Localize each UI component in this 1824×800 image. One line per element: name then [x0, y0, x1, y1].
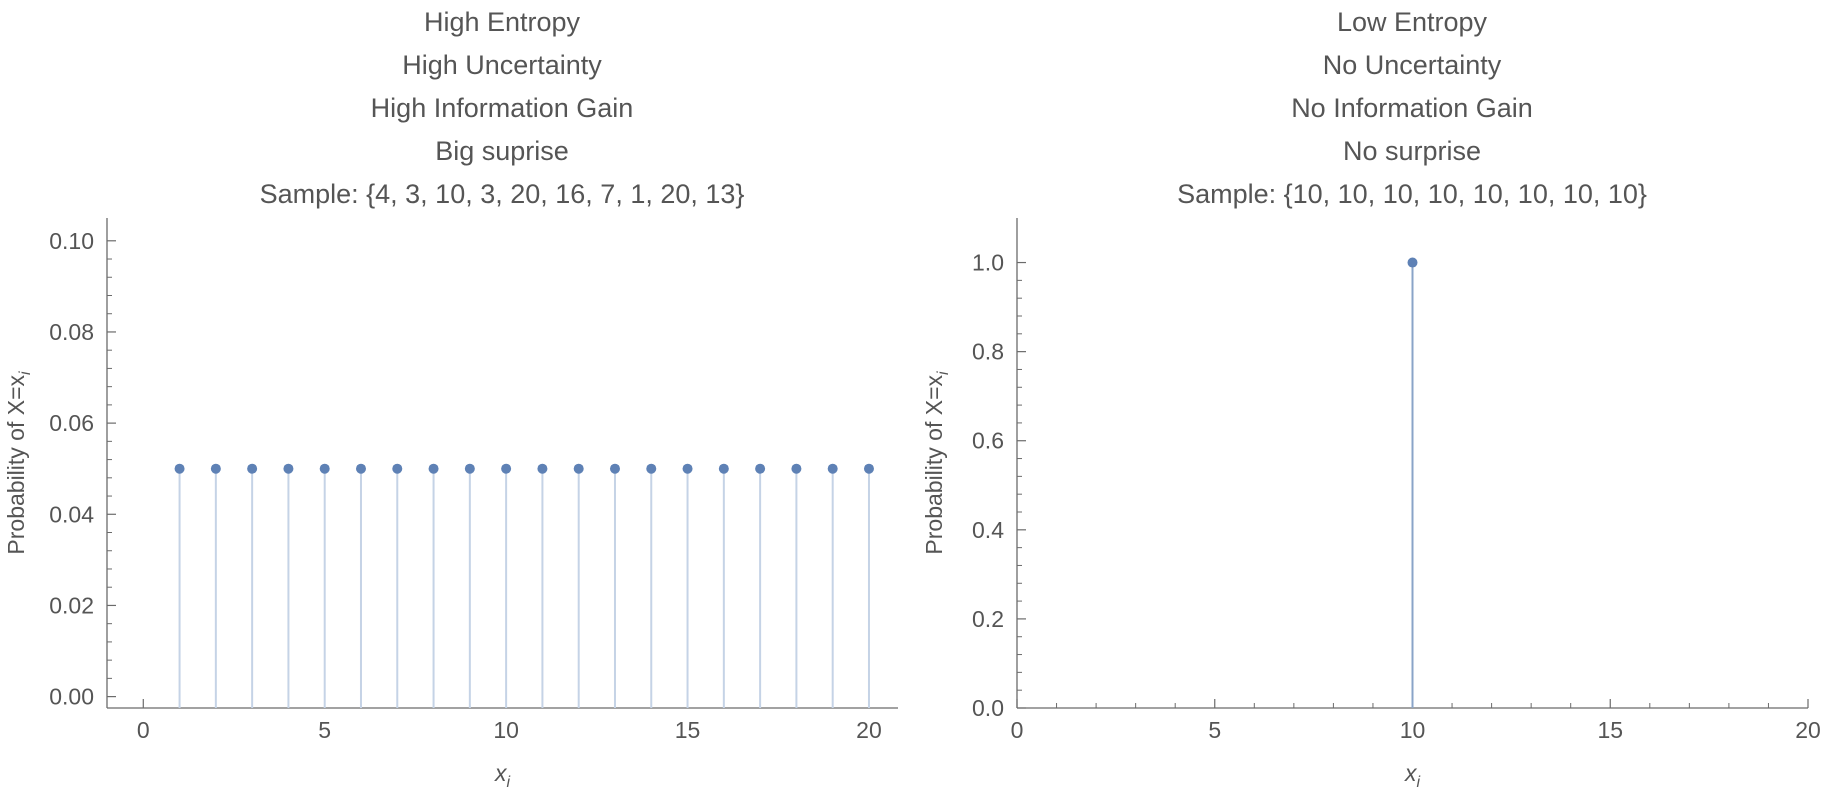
plot-area: 0 5 10 15 20 0.00 0.02 0.04 0.06 0.08 0.10 xi Probab… [3, 218, 898, 791]
y-tick-label: 0.8 [972, 339, 1004, 365]
chart-low-entropy: Low Entropy No Uncertainty No Informatio… [912, 0, 1824, 800]
x-tick-label: 20 [1795, 717, 1821, 743]
x-axis-label: xi [494, 760, 511, 791]
x-axis-label: xi [1404, 760, 1421, 791]
data-point [174, 463, 185, 474]
y-axis-label: Probability of X=xi [921, 371, 952, 555]
y-tick-label: 1.0 [972, 250, 1004, 276]
x-tick-label: 5 [318, 717, 331, 743]
x-tick-label: 10 [493, 717, 519, 743]
chart-title-line: Low Entropy [1336, 7, 1488, 37]
data-point [1407, 257, 1418, 268]
x-tick-label: 15 [1597, 717, 1623, 743]
data-point [791, 463, 802, 474]
data-point [428, 463, 439, 474]
chart-title-line: No surprise [1342, 136, 1482, 166]
chart-high-entropy: High Entropy High Uncertainty High Infor… [3, 7, 898, 791]
chart-title-line: Sample: {10, 10, 10, 10, 10, 10, 10, 10} [1177, 179, 1647, 209]
data-point [827, 463, 838, 474]
y-tick-label: 0.10 [49, 228, 94, 254]
y-tick-label: 0.06 [49, 410, 94, 436]
y-axis-label: Probability of X=xi [3, 371, 34, 555]
data-point [646, 463, 657, 474]
data-point [863, 463, 874, 474]
data-point [718, 463, 729, 474]
chart-title-line: Big suprise [435, 136, 569, 166]
chart-title-line: High Uncertainty [402, 50, 602, 80]
data-point [501, 463, 512, 474]
chart-title-line: No Uncertainty [1322, 50, 1502, 80]
y-tick-label: 0.2 [972, 606, 1004, 632]
x-tick-label: 20 [856, 717, 882, 743]
data-point [319, 463, 330, 474]
y-tick-label: 0.04 [49, 501, 94, 527]
data-point [355, 463, 366, 474]
x-tick-label: 0 [1011, 717, 1024, 743]
chart-title-line: Sample: {4, 3, 10, 3, 20, 16, 7, 1, 20, … [259, 179, 745, 209]
data-point [247, 463, 258, 474]
y-tick-label: 0.4 [972, 517, 1004, 543]
x-tick-label: 5 [1208, 717, 1221, 743]
x-tick-label: 10 [1400, 717, 1426, 743]
y-tick-label: 0.6 [972, 428, 1004, 454]
chart-title-line: High Information Gain [370, 93, 634, 123]
data-point [464, 463, 475, 474]
y-tick-label: 0.08 [49, 319, 94, 345]
data-point [537, 463, 548, 474]
data-point [210, 463, 221, 474]
y-tick-label: 0.00 [49, 684, 94, 710]
plot-area: 0 5 10 15 20 0.0 0.2 0.4 0.6 0.8 1.0 xi Probability … [921, 218, 1821, 791]
data-point [283, 463, 294, 474]
chart-title-line: High Entropy [423, 7, 581, 37]
x-tick-label: 15 [675, 717, 701, 743]
y-tick-label: 0.0 [972, 695, 1004, 721]
data-point [755, 463, 766, 474]
chart-title-line: No Information Gain [1291, 93, 1533, 123]
data-point [609, 463, 620, 474]
x-tick-label: 0 [137, 717, 150, 743]
data-point [392, 463, 403, 474]
data-point [682, 463, 693, 474]
y-tick-label: 0.02 [49, 592, 94, 618]
data-point [573, 463, 584, 474]
